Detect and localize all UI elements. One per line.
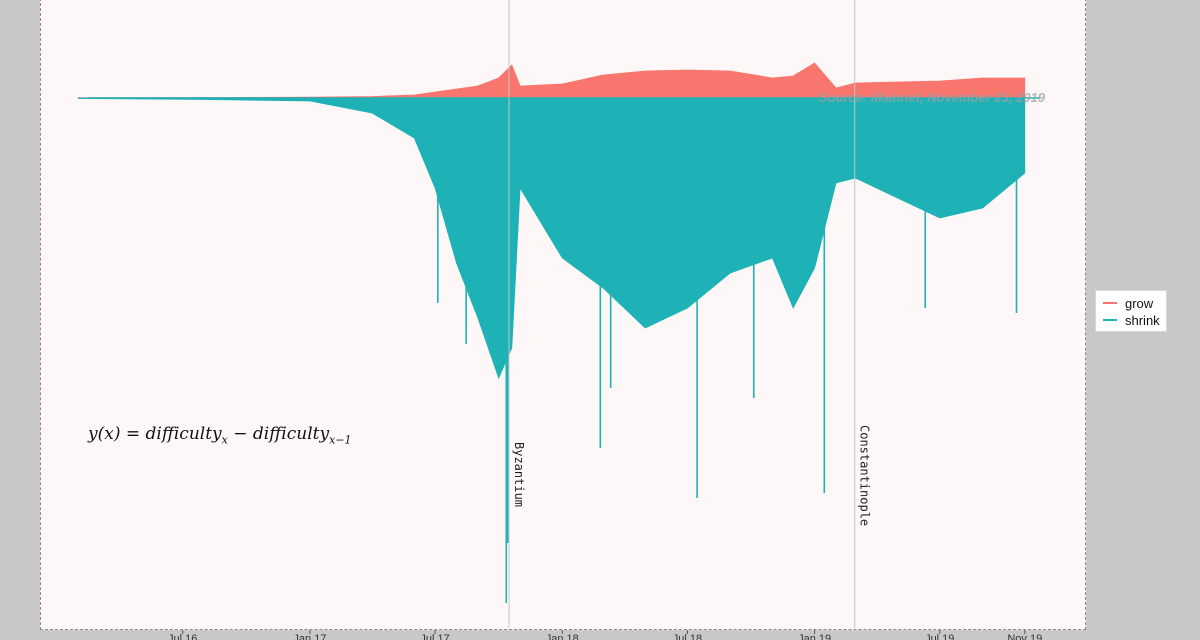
x-tick-label-6: Jul 19 <box>925 633 954 640</box>
x-tick-label-5: Jan 19 <box>798 633 831 640</box>
x-tick-label-2: Jul 17 <box>420 633 449 640</box>
fork-label-0: Byzantium <box>512 442 526 507</box>
legend-item-grow: grow <box>1096 295 1153 311</box>
formula-sub-2: x−1 <box>329 433 352 447</box>
formula-annotation: y(x) = difficultyx − difficultyx−1 <box>88 424 352 446</box>
series-area-shrink <box>77 97 1026 380</box>
legend: grow shrink <box>1095 290 1167 332</box>
x-tick-label-1: Jan 17 <box>293 633 326 640</box>
x-tick-label-3: Jan 18 <box>546 633 579 640</box>
legend-item-shrink: shrink <box>1096 312 1160 328</box>
x-tick-label-0: Jul 16 <box>168 633 197 640</box>
x-tick-label-7: Nov 19 <box>1007 633 1042 640</box>
formula-mid: − difficulty <box>227 424 330 444</box>
source-caption: Source: Mainnet, November 23, 2019 <box>818 90 1045 105</box>
formula-sub-1: x <box>221 433 228 447</box>
legend-label-grow: grow <box>1125 295 1154 311</box>
legend-swatch-shrink <box>1103 319 1117 321</box>
formula-lhs: y(x) = difficulty <box>88 424 222 444</box>
x-tick-label-4: Jul 18 <box>673 633 702 640</box>
fork-label-1: Constantinople <box>858 425 872 526</box>
legend-label-shrink: shrink <box>1125 312 1160 328</box>
legend-swatch-grow <box>1103 302 1117 304</box>
series-area-grow <box>77 62 1026 99</box>
